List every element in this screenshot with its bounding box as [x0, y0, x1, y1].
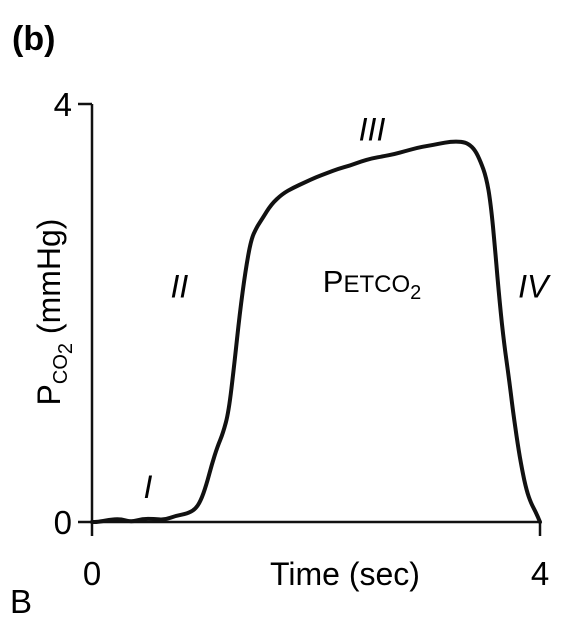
x-tick-label-0: 0	[83, 555, 101, 592]
petco2-label-main: P	[323, 264, 344, 299]
series-line-pco2	[90, 139, 542, 524]
panel-label: (b)	[12, 20, 55, 58]
phase-label-ii: II	[170, 268, 188, 304]
x-axis-title: Time (sec)	[270, 556, 420, 592]
y-tick-label-0: 0	[54, 504, 72, 541]
y-ticks: 04	[54, 86, 92, 541]
corner-label: B	[10, 583, 32, 617]
y-axis-title-subsubscript: 2	[55, 343, 77, 354]
petco2-label-smallcaps: ETCO	[343, 271, 410, 298]
y-axis-title: PCO2 (mmHg)	[31, 219, 77, 406]
y-axis-title-main: P	[31, 384, 67, 405]
petco2-label: PETCO2	[323, 264, 421, 304]
y-tick-label-4: 4	[54, 86, 72, 123]
y-axis-title-units: (mmHg)	[31, 219, 67, 343]
phase-label-iii: III	[359, 112, 386, 148]
phase-label-i: I	[144, 469, 153, 505]
y-axis-title-subscript: CO	[50, 354, 72, 384]
phase-label-iv: IV	[518, 268, 551, 304]
petco2-label-subscript: 2	[410, 282, 421, 304]
x-tick-label-4: 4	[531, 555, 549, 592]
